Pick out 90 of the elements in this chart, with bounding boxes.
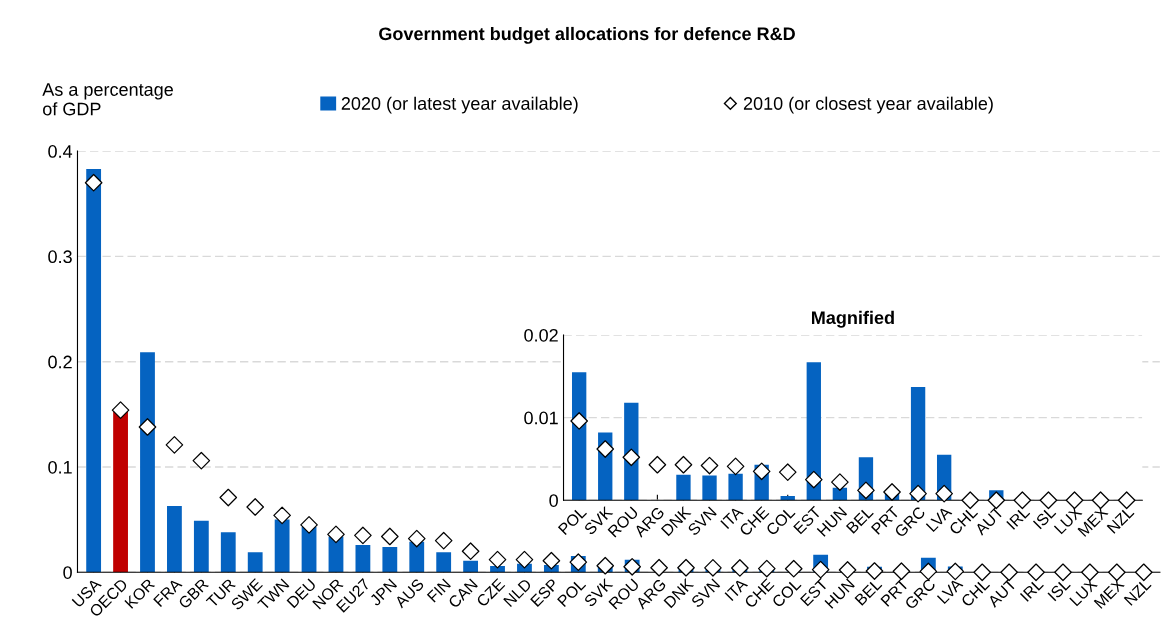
bar xyxy=(140,352,155,573)
point xyxy=(865,562,884,580)
point xyxy=(327,525,345,544)
bar xyxy=(702,475,717,501)
point xyxy=(919,562,938,581)
point xyxy=(219,488,238,507)
chart-title: Magnified xyxy=(811,310,894,328)
point xyxy=(946,562,965,581)
bar xyxy=(571,372,587,501)
bar xyxy=(220,532,236,573)
point xyxy=(138,418,157,436)
point xyxy=(1091,491,1110,510)
point xyxy=(857,481,875,500)
bar xyxy=(910,387,926,501)
x-tick-label: LVA xyxy=(925,505,953,533)
x-tick-label: BEL xyxy=(854,577,883,606)
point xyxy=(300,516,318,534)
point xyxy=(784,559,803,578)
y-tick-label: 0.4 xyxy=(48,145,73,158)
bar xyxy=(355,544,371,573)
point xyxy=(804,470,823,489)
point xyxy=(461,542,480,561)
point xyxy=(1013,491,1032,510)
point xyxy=(883,483,901,501)
y-tick-label: 0.3 xyxy=(48,250,72,264)
point xyxy=(596,440,615,458)
point xyxy=(648,455,667,474)
x-tick-label: IRL xyxy=(1006,505,1031,530)
bar xyxy=(676,474,691,501)
bar xyxy=(301,526,317,573)
point xyxy=(380,527,399,546)
bar xyxy=(274,519,290,573)
y-tick-label: 0.1 xyxy=(48,460,72,474)
y-tick-label: 0 xyxy=(549,494,558,507)
point xyxy=(757,559,776,578)
point xyxy=(973,563,992,582)
legend-label: 2020 (or latest year available) xyxy=(341,96,578,114)
x-tick-label: FIN xyxy=(426,578,451,603)
point xyxy=(909,484,927,503)
bar xyxy=(463,560,479,573)
y-axis-title: As a percentage of GDP xyxy=(42,83,173,116)
x-tick-label: NZL xyxy=(1123,577,1152,606)
point xyxy=(246,498,265,516)
point xyxy=(674,455,693,474)
point xyxy=(1027,563,1045,582)
x-tick-label: NZL xyxy=(1106,505,1135,534)
bar xyxy=(806,362,821,501)
point xyxy=(407,529,426,548)
point xyxy=(752,462,771,481)
point xyxy=(542,551,561,570)
point xyxy=(570,412,589,430)
point xyxy=(84,173,103,192)
point xyxy=(704,559,722,577)
y-tick-label: 0.01 xyxy=(524,411,558,425)
bar xyxy=(780,496,795,501)
point xyxy=(650,558,668,577)
bar xyxy=(167,505,182,573)
point xyxy=(1117,491,1136,510)
x-tick-label: ISL xyxy=(1047,577,1071,602)
bar xyxy=(832,487,848,501)
bar xyxy=(728,473,743,501)
x-tick-label: IRL xyxy=(1019,577,1044,602)
point xyxy=(731,559,749,577)
y-tick-label: 0 xyxy=(63,566,72,579)
point xyxy=(1039,491,1058,510)
y-tick-label: 0.2 xyxy=(48,355,72,369)
legend-label: 2010 (or closest year available) xyxy=(743,96,993,114)
bar xyxy=(193,520,209,573)
x-tick-label: ISL xyxy=(1032,505,1057,530)
point xyxy=(838,561,857,579)
point xyxy=(596,556,615,575)
x-tick-label: POL xyxy=(557,505,588,536)
point xyxy=(111,401,130,419)
bar xyxy=(247,552,263,573)
bar xyxy=(86,169,102,573)
bar xyxy=(409,541,425,573)
bar xyxy=(436,552,452,573)
point xyxy=(677,558,695,577)
bar xyxy=(382,547,398,573)
x-tick-label: LVA xyxy=(936,577,964,605)
y-tick-label: 0.02 xyxy=(524,328,558,342)
x-tick-label: POL xyxy=(556,577,587,608)
chart-title: Government budget allocations for defence R&D xyxy=(379,26,795,44)
bar xyxy=(490,565,505,573)
point xyxy=(622,448,641,467)
point xyxy=(273,506,291,525)
point xyxy=(1134,563,1153,582)
point xyxy=(935,484,954,503)
bar xyxy=(113,410,128,573)
point xyxy=(811,560,830,579)
